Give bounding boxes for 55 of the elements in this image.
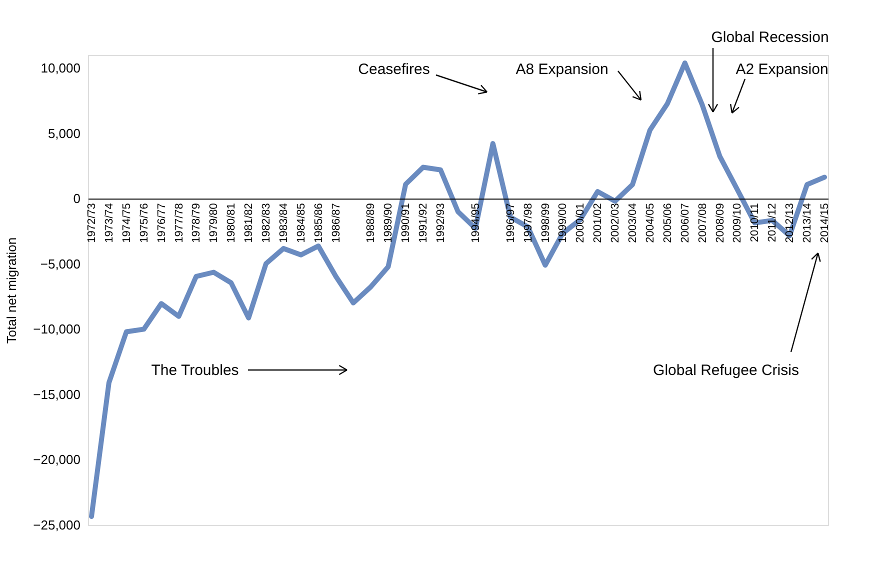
x-tick-label: 1975/76 <box>138 203 150 243</box>
annotation: Global Refugee Crisis <box>653 362 799 379</box>
x-tick-label: 2011/12 <box>766 203 779 242</box>
x-tick-label: 1986/87 <box>330 203 342 243</box>
annotation: The Troubles <box>151 362 239 379</box>
x-tick-label: 1985/86 <box>312 203 325 243</box>
x-tick-label: 1984/85 <box>295 203 308 243</box>
x-tick-label: 2008/09 <box>714 203 726 243</box>
y-tick-label: −25,000 <box>33 518 80 532</box>
x-tick-label: 1991/92 <box>418 203 430 243</box>
x-tick-label: 1978/79 <box>190 203 203 243</box>
x-tick-label: 1990/91 <box>400 203 412 243</box>
x-tick-label: 1981/82 <box>243 203 256 243</box>
y-tick-label: −20,000 <box>33 452 80 468</box>
x-tick-label: 2001/02 <box>592 203 604 243</box>
x-tick-label: 2013/14 <box>802 203 814 243</box>
x-tick-label: 1992/93 <box>435 203 448 243</box>
annotation: Ceasefires <box>358 61 430 78</box>
x-tick-label: 1999/00 <box>557 203 570 243</box>
x-tick-label: 2010/11 <box>749 203 762 242</box>
x-tick-label: 2009/10 <box>732 203 744 243</box>
x-tick-label: 1977/78 <box>173 203 186 243</box>
x-tick-label: 1994/95 <box>470 203 482 243</box>
annotation: A2 Expansion <box>736 61 828 78</box>
x-tick-label: 1989/90 <box>382 203 395 243</box>
x-tick-label: 1974/75 <box>120 203 133 243</box>
x-tick-label: 1980/81 <box>226 203 238 243</box>
y-tick-label: 5,000 <box>48 126 80 141</box>
x-tick-label: 2000/01 <box>574 203 587 243</box>
x-tick-label: 2004/05 <box>644 203 656 243</box>
x-tick-label: 2014/15 <box>819 203 832 243</box>
x-tick-label: 1988/89 <box>365 203 378 243</box>
x-tick-label: 1983/84 <box>278 203 290 243</box>
y-tick-label: −15,000 <box>33 386 80 402</box>
x-tick-label: 2002/03 <box>610 203 622 243</box>
y-axis-title: Total net migration <box>4 237 20 344</box>
x-tick-label: 2007/08 <box>696 203 709 243</box>
text: Global Recession <box>711 29 829 46</box>
x-tick-label: 2006/07 <box>679 203 692 243</box>
x-tick-label: 1979/80 <box>208 203 220 243</box>
x-tick-label: 1972/73 <box>86 203 98 243</box>
x-tick-label: 1998/99 <box>540 203 552 243</box>
x-tick-label: 2005/06 <box>662 203 674 243</box>
x-tick-label: 1982/83 <box>260 203 273 243</box>
y-tick-label: −10,000 <box>33 322 80 337</box>
y-tick-label: 10,000 <box>40 60 80 76</box>
y-tick-label: −5,000 <box>40 256 80 272</box>
annotation: A8 Expansion <box>516 61 608 78</box>
x-tick-label: 1976/77 <box>156 203 168 243</box>
x-tick-label: 2003/04 <box>627 203 640 243</box>
y-tick-label: 0 <box>73 191 80 206</box>
x-tick-label: 1997/98 <box>522 203 534 243</box>
x-tick-label: 2012/13 <box>784 203 796 243</box>
x-tick-label: 1973/74 <box>103 203 116 243</box>
x-tick-label: 1996/97 <box>504 203 517 243</box>
